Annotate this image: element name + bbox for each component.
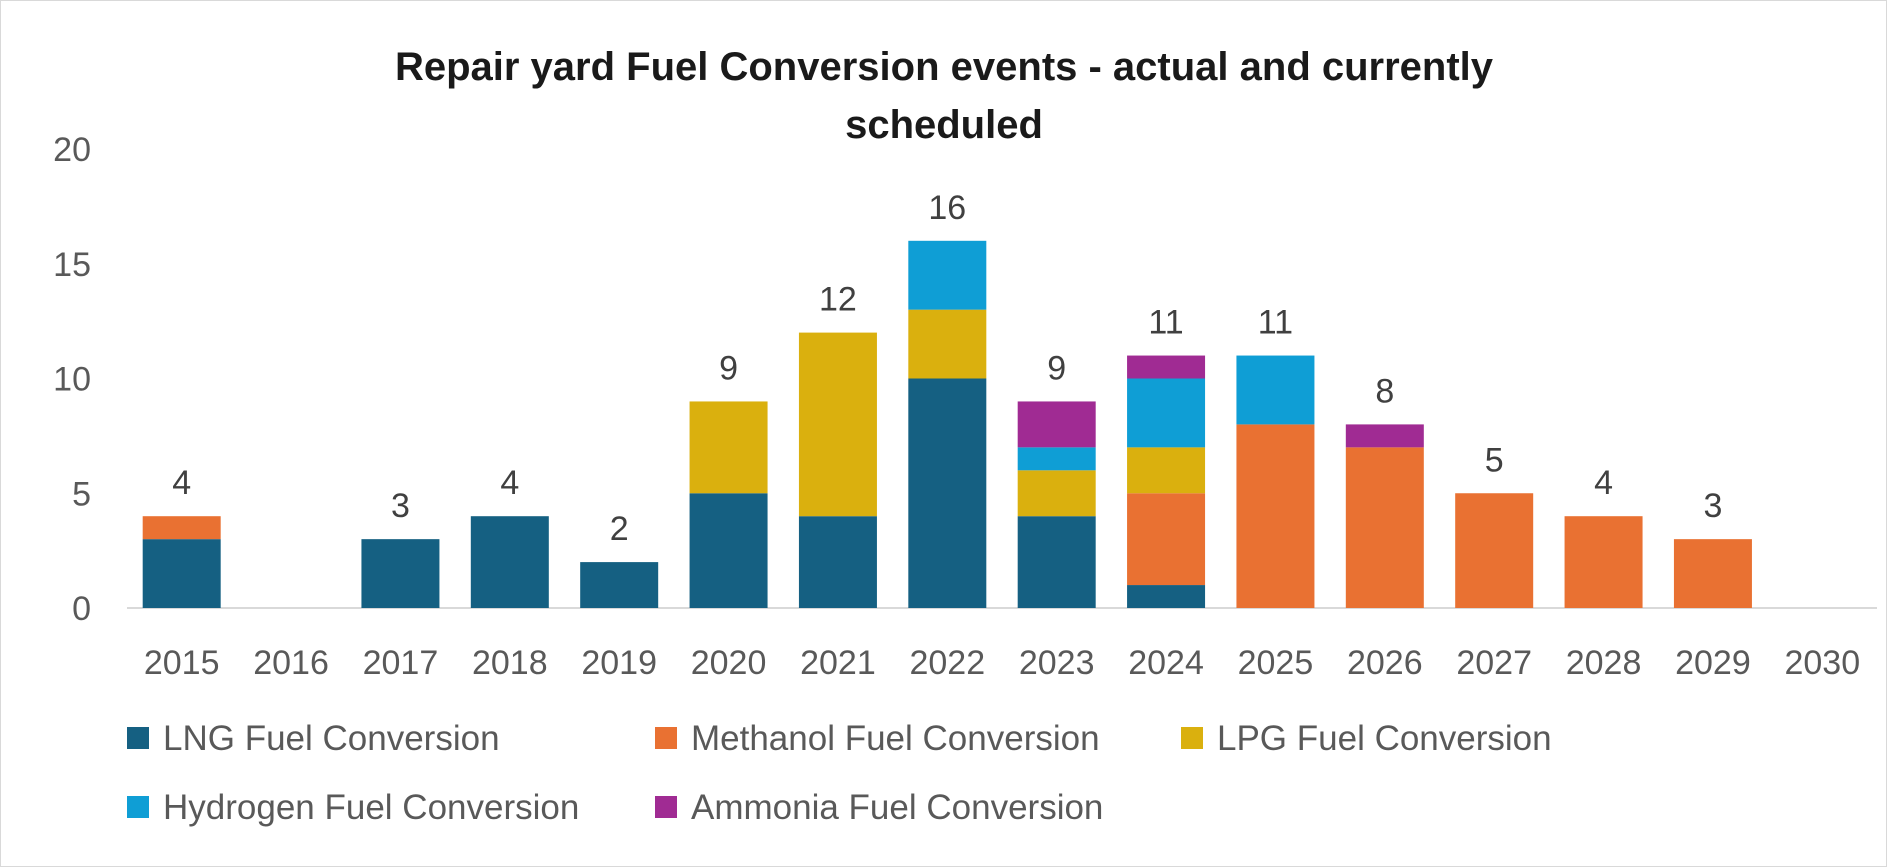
total-label-2027: 5 [1485,441,1504,479]
bar-lng-fuel-conversion-2019 [580,562,659,608]
y-tick-label: 20 [53,131,91,169]
bar-methanol-fuel-conversion-2025 [1236,424,1315,608]
x-tick-label-2018: 2018 [472,644,548,682]
x-tick-label-2017: 2017 [363,644,439,682]
legend-swatch-lng-fuel-conversion [127,727,149,749]
y-tick-label: 0 [72,590,91,628]
y-tick-label: 5 [72,475,91,513]
x-tick-label-2024: 2024 [1128,644,1204,682]
legend-swatch-methanol-fuel-conversion [655,727,677,749]
total-label-2015: 4 [172,464,191,502]
x-tick-label-2025: 2025 [1238,644,1314,682]
x-axis-ticks: 2015 2016 2017 2018 2019 2020 2021 2022 2023 2024… [144,644,1860,682]
x-tick-label-2015: 2015 [144,644,220,682]
bar-lpg-fuel-conversion-2024 [1127,447,1206,494]
x-tick-label-2021: 2021 [800,644,876,682]
legend-label-methanol-fuel-conversion: Methanol Fuel Conversion [691,719,1100,758]
bar-lng-fuel-conversion-2021 [798,516,877,608]
total-label-2018: 4 [500,464,519,502]
legend-swatch-lpg-fuel-conversion [1181,727,1203,749]
bar-lng-fuel-conversion-2022 [908,378,987,608]
bar-methanol-fuel-conversion-2028 [1564,516,1643,608]
legend-label-hydrogen-fuel-conversion: Hydrogen Fuel Conversion [163,788,579,827]
y-axis-ticks: 0 5 10 15 20 [53,131,91,628]
bar-hydrogen-fuel-conversion-2022 [908,240,987,310]
x-tick-label-2023: 2023 [1019,644,1095,682]
bar-ammonia-fuel-conversion-2023 [1017,401,1096,448]
bar-lpg-fuel-conversion-2021 [798,332,877,517]
total-label-2029: 3 [1703,487,1722,525]
legend-label-lpg-fuel-conversion: LPG Fuel Conversion [1217,719,1552,758]
bar-methanol-fuel-conversion-2027 [1455,493,1534,608]
total-label-2028: 4 [1594,464,1613,502]
chart-title-line-2: scheduled [845,103,1043,147]
x-tick-label-2019: 2019 [581,644,657,682]
legend-swatch-ammonia-fuel-conversion [655,796,677,818]
bar-lpg-fuel-conversion-2022 [908,309,987,379]
bar-lng-fuel-conversion-2018 [470,516,549,608]
bar-methanol-fuel-conversion-2024 [1127,493,1206,586]
bar-lng-fuel-conversion-2015 [142,539,221,608]
bar-lng-fuel-conversion-2020 [689,493,768,608]
total-label-2021: 12 [819,281,857,319]
legend: LNG Fuel Conversion Methanol Fuel Convers… [127,719,1552,827]
bars-group [142,240,1752,608]
bar-ammonia-fuel-conversion-2024 [1127,355,1206,379]
legend-swatch-hydrogen-fuel-conversion [127,796,149,818]
total-label-2019: 2 [610,510,629,548]
bar-lng-fuel-conversion-2023 [1017,516,1096,608]
total-label-2020: 9 [719,349,738,387]
total-label-2017: 3 [391,487,410,525]
x-tick-label-2027: 2027 [1456,644,1532,682]
x-tick-label-2030: 2030 [1784,644,1860,682]
legend-label-lng-fuel-conversion: LNG Fuel Conversion [163,719,500,758]
total-labels-group: 4 3 4 2 9 12 16 9 11 11 8 5 4 3 [172,189,1722,548]
x-tick-label-2020: 2020 [691,644,767,682]
bar-ammonia-fuel-conversion-2026 [1345,424,1424,448]
total-label-2024: 11 [1148,304,1183,342]
bar-lng-fuel-conversion-2017 [361,539,440,608]
x-tick-label-2022: 2022 [909,644,985,682]
total-label-2026: 8 [1375,372,1394,410]
total-label-2025: 11 [1258,304,1293,342]
chart-title-line-1: Repair yard Fuel Conversion events - act… [395,45,1494,89]
bar-lpg-fuel-conversion-2023 [1017,470,1096,517]
x-tick-label-2029: 2029 [1675,644,1751,682]
y-tick-label: 15 [53,246,91,284]
bar-methanol-fuel-conversion-2026 [1345,447,1424,608]
bar-lpg-fuel-conversion-2020 [689,401,768,494]
x-tick-label-2016: 2016 [253,644,329,682]
bar-lng-fuel-conversion-2024 [1127,585,1206,608]
x-tick-label-2026: 2026 [1347,644,1423,682]
x-tick-label-2028: 2028 [1566,644,1642,682]
bar-hydrogen-fuel-conversion-2025 [1236,355,1315,425]
bar-hydrogen-fuel-conversion-2023 [1017,447,1096,471]
y-tick-label: 10 [53,361,91,399]
total-label-2023: 9 [1047,349,1066,387]
total-label-2022: 16 [928,189,966,227]
bar-methanol-fuel-conversion-2015 [142,516,221,540]
bar-methanol-fuel-conversion-2029 [1673,539,1752,608]
bar-hydrogen-fuel-conversion-2024 [1127,378,1206,448]
legend-label-ammonia-fuel-conversion: Ammonia Fuel Conversion [691,788,1103,827]
